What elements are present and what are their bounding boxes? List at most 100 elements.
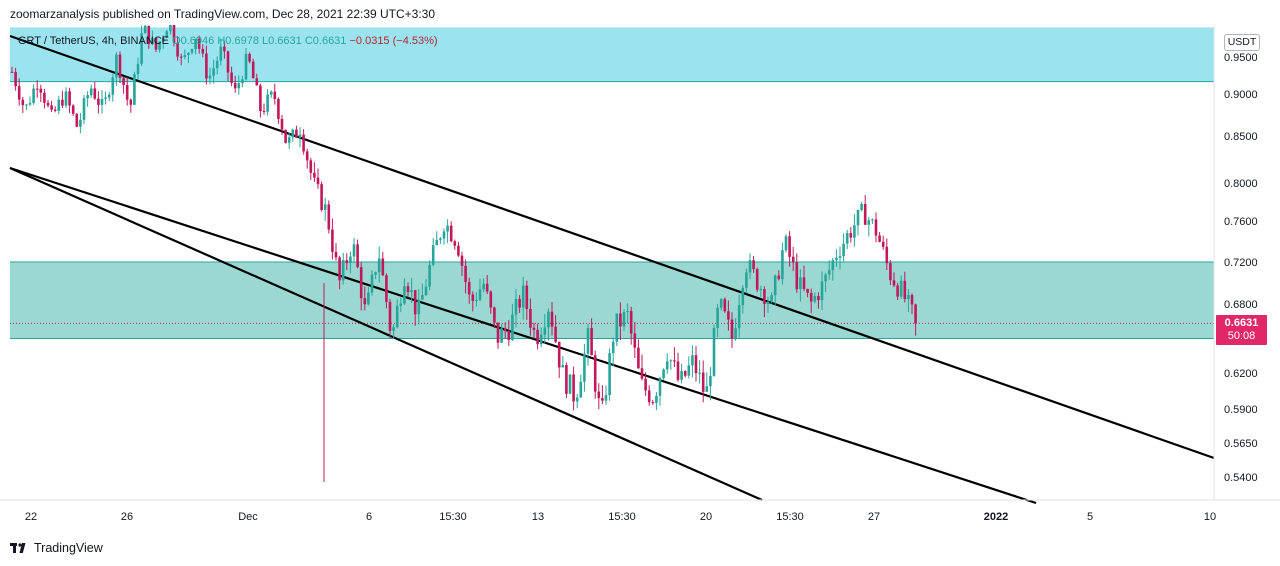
candle-body (223, 46, 226, 52)
candle-body (201, 48, 205, 54)
candle-body (309, 160, 313, 173)
candle-body (338, 257, 341, 281)
candle-body (899, 280, 903, 297)
candle-body (856, 210, 860, 226)
channel-line-3 (9, 166, 763, 502)
candle-body (802, 277, 806, 289)
x-tick-label: 6 (366, 511, 372, 523)
candle-body (817, 296, 820, 301)
candle-body (75, 113, 79, 127)
candle-body (129, 99, 133, 105)
candle-body (860, 203, 863, 211)
candle-body (838, 256, 842, 258)
candle-body (413, 290, 417, 315)
candle-body (496, 322, 500, 343)
candle-body (723, 299, 727, 312)
candle-body (125, 84, 129, 100)
candle-body (327, 204, 331, 230)
candle-body (428, 264, 431, 287)
candle-body (626, 310, 629, 312)
candle-body (237, 83, 241, 89)
candle-body (745, 272, 748, 288)
candle-body (770, 295, 773, 302)
chart-area[interactable]: 0.9500 0.9000 0.8500 0.8000 0.7600 0.7200 0.68… (0, 25, 1280, 527)
candle-body (93, 88, 97, 99)
candle-body (586, 328, 590, 354)
candle-body (183, 55, 187, 57)
candle-body (863, 203, 867, 225)
candle-body (471, 294, 475, 301)
currency-unit-button[interactable]: USDT (1224, 34, 1260, 51)
candle-body (550, 311, 554, 327)
candle-body (17, 86, 21, 100)
candle-body (518, 298, 521, 308)
candle-body (334, 251, 338, 258)
y-tick-label: 0.7200 (1224, 257, 1258, 269)
x-tick-label: 22 (25, 511, 37, 523)
candle-body (295, 129, 298, 138)
candle-body (277, 98, 280, 119)
candle-body (215, 60, 219, 69)
candle-body (10, 71, 14, 73)
candle-body (853, 225, 856, 238)
candle-body (485, 283, 489, 292)
candle-body (673, 360, 676, 362)
candle-body (136, 63, 140, 75)
x-tick-label: 27 (868, 511, 880, 523)
footer-branding[interactable]: TradingView (10, 541, 103, 555)
x-tick-label: 20 (700, 511, 712, 523)
candle-body (737, 305, 741, 329)
candle-body (439, 238, 442, 240)
y-tick-label: 0.7600 (1224, 216, 1258, 228)
candle-body (478, 289, 482, 300)
candle-body (777, 275, 781, 280)
candle-body (410, 290, 413, 293)
legend-high: H0.6978 (217, 35, 259, 47)
candle-body (647, 390, 651, 403)
candle-body (165, 31, 169, 38)
x-tick-label: 5 (1087, 511, 1093, 523)
y-tick-label: 0.5650 (1224, 438, 1258, 450)
candle-body (262, 110, 266, 112)
candle-body (363, 298, 367, 305)
candle-body (25, 104, 28, 106)
y-tick-label: 0.5400 (1224, 472, 1258, 484)
y-tick-label: 0.5900 (1224, 404, 1258, 416)
y-tick-label: 0.6200 (1224, 368, 1258, 380)
candle-body (259, 85, 262, 111)
candle-body (849, 233, 853, 238)
candle-body (489, 291, 493, 308)
candle-body (244, 53, 248, 80)
legend-low: L0.6631 (262, 35, 302, 47)
legend-change: −0.0315 (−4.53%) (349, 35, 438, 47)
x-tick-label: 10 (1204, 511, 1216, 523)
candle-body (241, 79, 244, 84)
candle-body (111, 77, 115, 95)
candle-body (511, 314, 514, 340)
candle-body (453, 241, 457, 246)
candle-body (305, 151, 309, 161)
candlestick-chart[interactable]: 0.9500 0.9000 0.8500 0.8000 0.7600 0.7200 0.68… (0, 25, 1280, 527)
candle-body (640, 368, 644, 379)
bar-countdown: 50:08 (1227, 330, 1256, 342)
candle-body (133, 74, 136, 105)
candle-body (637, 347, 640, 369)
last-price-value: 0.6631 (1224, 317, 1259, 329)
candle-body (651, 402, 655, 404)
candle-body (867, 220, 871, 225)
candle-body (176, 42, 179, 57)
candle-body (82, 98, 86, 120)
candle-body (763, 289, 766, 305)
candle-body (61, 99, 64, 106)
candle-body (521, 285, 525, 308)
candle-body (331, 229, 334, 252)
candle-body (323, 204, 327, 210)
candle-body (644, 378, 647, 391)
candle-body (320, 184, 323, 210)
candle-body (514, 298, 518, 315)
candle-body (197, 38, 201, 49)
candle-body (752, 260, 755, 270)
candle-body (669, 360, 673, 362)
candle-body (316, 177, 320, 185)
candle-body (712, 328, 716, 376)
